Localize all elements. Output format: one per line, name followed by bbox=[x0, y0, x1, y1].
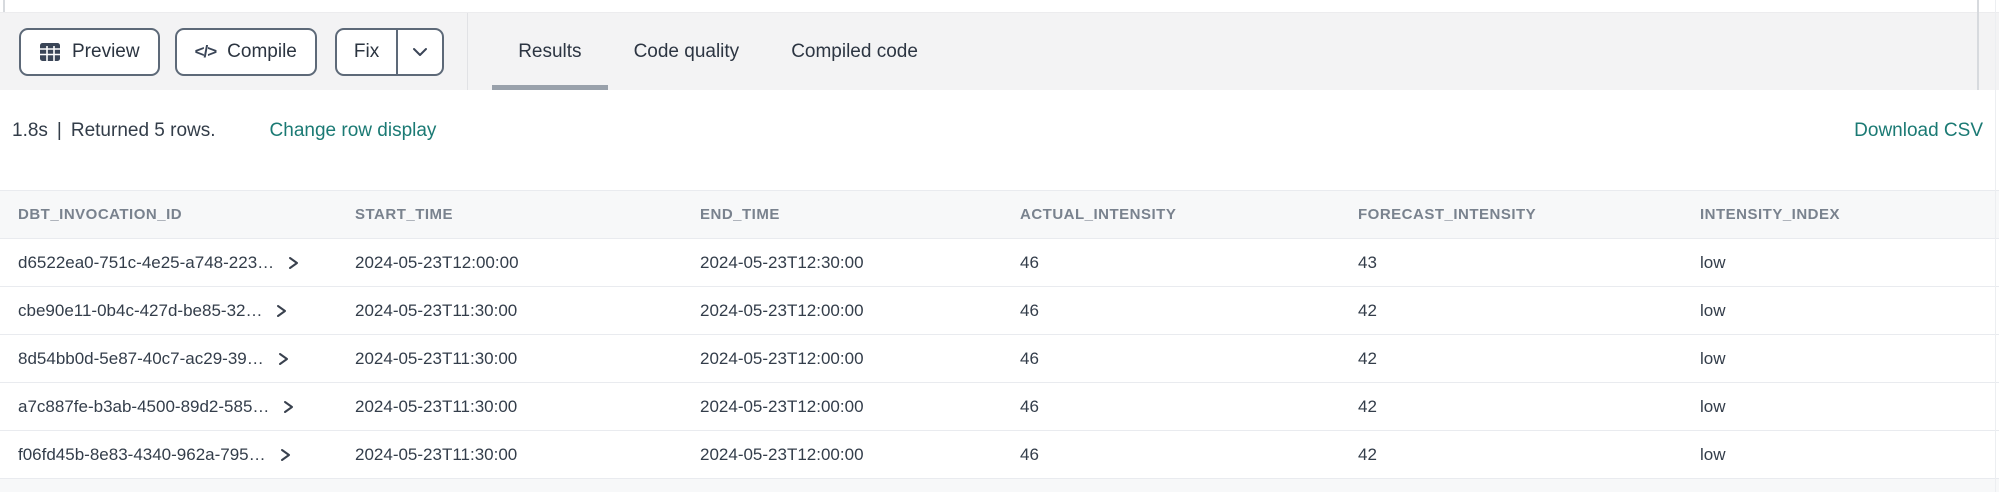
result-tabs: Results Code quality Compiled code bbox=[492, 13, 944, 90]
preview-button[interactable]: Preview bbox=[19, 27, 160, 76]
cell-intensity-index: low bbox=[1700, 348, 1726, 368]
cell-forecast-intensity: 42 bbox=[1358, 348, 1377, 368]
cell-actual-intensity: 46 bbox=[1020, 252, 1039, 272]
toolbar-divider bbox=[467, 13, 469, 90]
compile-button-label: Compile bbox=[227, 40, 297, 62]
table-row: f06fd45b-8e83-4340-962a-795… 2024-05-23T… bbox=[0, 431, 1999, 479]
cell-actual-intensity: 46 bbox=[1020, 300, 1039, 320]
compile-button[interactable]: </> Compile bbox=[174, 27, 317, 76]
cell-end-time: 2024-05-23T12:00:00 bbox=[700, 300, 864, 320]
cell-actual-intensity: 46 bbox=[1020, 396, 1039, 416]
cell-dbt-invocation-id[interactable]: f06fd45b-8e83-4340-962a-795… bbox=[18, 445, 355, 465]
cell-forecast-intensity: 42 bbox=[1358, 444, 1377, 464]
cell-dbt-invocation-id[interactable]: cbe90e11-0b4c-427d-be85-32… bbox=[18, 301, 355, 321]
column-header-forecast-intensity: FORECAST_INTENSITY bbox=[1358, 206, 1537, 223]
chevron-right-icon[interactable] bbox=[287, 256, 300, 270]
cell-dbt-invocation-id[interactable]: d6522ea0-751c-4e25-a748-223… bbox=[18, 253, 355, 273]
cell-forecast-intensity: 42 bbox=[1358, 300, 1377, 320]
chevron-right-icon[interactable] bbox=[275, 304, 288, 318]
cell-start-time: 2024-05-23T11:30:00 bbox=[355, 348, 518, 368]
column-header-start-time: START_TIME bbox=[355, 206, 454, 223]
cell-end-time: 2024-05-23T12:00:00 bbox=[700, 396, 864, 416]
chevron-right-icon[interactable] bbox=[279, 448, 292, 462]
invocation-id-value: f06fd45b-8e83-4340-962a-795… bbox=[18, 444, 266, 464]
cell-forecast-intensity: 42 bbox=[1358, 396, 1377, 416]
query-status: 1.8s | Returned 5 rows. bbox=[12, 120, 216, 142]
cell-dbt-invocation-id[interactable]: 8d54bb0d-5e87-40c7-ac29-39… bbox=[18, 349, 355, 369]
table-row: d6522ea0-751c-4e25-a748-223… 2024-05-23T… bbox=[0, 239, 1999, 287]
preview-button-label: Preview bbox=[72, 40, 140, 62]
row-count-text: Returned 5 rows. bbox=[70, 120, 216, 141]
tab-compiled-code[interactable]: Compiled code bbox=[791, 40, 918, 62]
tab-code-quality[interactable]: Code quality bbox=[633, 40, 740, 62]
fix-dropdown-button[interactable] bbox=[396, 29, 442, 74]
fix-split-button: Fix bbox=[334, 27, 445, 76]
cell-forecast-intensity: 43 bbox=[1358, 252, 1377, 272]
toolbar: Preview </> Compile Fix Results Code qual… bbox=[0, 12, 1999, 90]
cell-start-time: 2024-05-23T11:30:00 bbox=[355, 444, 518, 464]
chevron-right-icon[interactable] bbox=[277, 352, 290, 366]
table-row: a7c887fe-b3ab-4500-89d2-585… 2024-05-23T… bbox=[0, 383, 1999, 431]
column-header-intensity-index: INTENSITY_INDEX bbox=[1700, 206, 1841, 223]
table-body: d6522ea0-751c-4e25-a748-223… 2024-05-23T… bbox=[0, 239, 1999, 479]
panel-top-strip bbox=[0, 0, 1999, 12]
download-csv-link[interactable]: Download CSV bbox=[1854, 120, 1983, 141]
invocation-id-value: d6522ea0-751c-4e25-a748-223… bbox=[18, 252, 275, 272]
chevron-down-icon bbox=[412, 41, 428, 63]
cell-start-time: 2024-05-23T11:30:00 bbox=[355, 396, 518, 416]
table-row: cbe90e11-0b4c-427d-be85-32… 2024-05-23T1… bbox=[0, 287, 1999, 335]
cell-intensity-index: low bbox=[1700, 300, 1726, 320]
table-bottom-strip bbox=[0, 479, 1999, 492]
cell-start-time: 2024-05-23T11:30:00 bbox=[355, 300, 518, 320]
panel-right-edge-divider bbox=[1995, 0, 1996, 492]
cell-start-time: 2024-05-23T12:00:00 bbox=[355, 252, 519, 272]
table-grid-icon bbox=[39, 42, 61, 62]
invocation-id-value: cbe90e11-0b4c-427d-be85-32… bbox=[18, 300, 263, 320]
cell-end-time: 2024-05-23T12:00:00 bbox=[700, 444, 864, 464]
pane-divider-left bbox=[3, 0, 5, 12]
column-header-end-time: END_TIME bbox=[700, 206, 780, 223]
change-row-display-link[interactable]: Change row display bbox=[269, 120, 437, 141]
cell-intensity-index: low bbox=[1700, 252, 1726, 272]
cell-end-time: 2024-05-23T12:00:00 bbox=[700, 348, 864, 368]
cell-dbt-invocation-id[interactable]: a7c887fe-b3ab-4500-89d2-585… bbox=[18, 397, 355, 417]
cell-intensity-index: low bbox=[1700, 396, 1726, 416]
results-table: DBT_INVOCATION_ID START_TIME END_TIME ACTUA… bbox=[0, 190, 1999, 479]
tab-results[interactable]: Results bbox=[492, 13, 608, 90]
fix-button-label: Fix bbox=[353, 40, 380, 62]
pane-divider-right bbox=[1977, 0, 1979, 90]
table-row: 8d54bb0d-5e87-40c7-ac29-39… 2024-05-23T1… bbox=[0, 335, 1999, 383]
status-bar: 1.8s | Returned 5 rows. Change row displ… bbox=[0, 90, 1999, 142]
column-header-dbt-invocation-id: DBT_INVOCATION_ID bbox=[18, 206, 183, 223]
cell-actual-intensity: 46 bbox=[1020, 348, 1039, 368]
query-duration: 1.8s bbox=[12, 120, 48, 141]
column-header-actual-intensity: ACTUAL_INTENSITY bbox=[1020, 206, 1177, 223]
cell-end-time: 2024-05-23T12:30:00 bbox=[700, 252, 864, 272]
cell-intensity-index: low bbox=[1700, 444, 1726, 464]
code-icon: </> bbox=[194, 41, 218, 61]
cell-actual-intensity: 46 bbox=[1020, 444, 1039, 464]
fix-button[interactable]: Fix bbox=[337, 30, 396, 74]
chevron-right-icon[interactable] bbox=[282, 400, 295, 414]
status-separator: | bbox=[56, 120, 62, 141]
invocation-id-value: a7c887fe-b3ab-4500-89d2-585… bbox=[18, 396, 270, 416]
invocation-id-value: 8d54bb0d-5e87-40c7-ac29-39… bbox=[18, 348, 264, 368]
table-header-row: DBT_INVOCATION_ID START_TIME END_TIME ACTUA… bbox=[0, 190, 1999, 239]
